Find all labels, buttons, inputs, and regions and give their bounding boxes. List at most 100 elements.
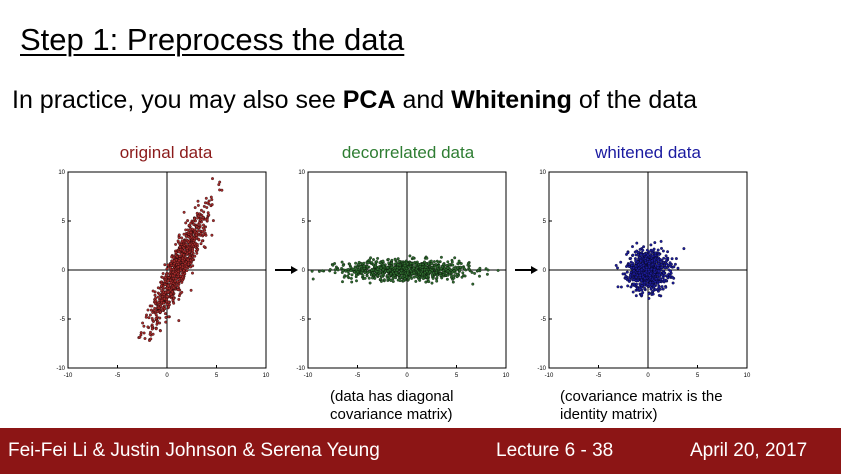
x-tick-label: 10 — [503, 373, 510, 379]
scatter-point — [635, 286, 639, 290]
scatter-point — [161, 272, 165, 275]
scatter-point — [461, 265, 465, 269]
scatter-point — [381, 268, 385, 272]
scatter-point — [386, 269, 390, 273]
scatter-point — [157, 292, 161, 296]
scatter-point — [167, 287, 171, 290]
scatter-point — [150, 304, 154, 308]
scatter-point — [201, 216, 205, 220]
scatter-point — [398, 279, 402, 283]
scatter-point — [198, 224, 202, 227]
slide-subtitle: In practice, you may also see PCA and Wh… — [12, 86, 697, 115]
scatter-point — [159, 284, 163, 288]
scatter-point — [456, 266, 460, 270]
scatter-point — [446, 260, 450, 264]
scatter-point — [144, 315, 148, 319]
scatter-point — [178, 254, 182, 258]
scatter-point — [154, 296, 158, 300]
scatter-point — [647, 268, 650, 272]
scatter-point — [652, 284, 656, 288]
scatter-point — [352, 267, 356, 271]
scatter-point — [420, 265, 424, 269]
scatter-point — [414, 263, 418, 267]
scatter-point — [430, 281, 434, 285]
scatter-point — [453, 274, 456, 278]
scatter-point — [632, 282, 636, 286]
scatter-point — [142, 331, 146, 335]
scatter-point — [425, 269, 429, 273]
scatter-point — [639, 263, 643, 267]
scatter-point — [155, 322, 159, 326]
scatter-point — [661, 249, 665, 253]
arrow-right-icon — [531, 266, 538, 274]
scatter-points — [614, 239, 686, 300]
scatter-point — [466, 263, 470, 267]
scatter-point — [171, 267, 175, 271]
scatter-point — [158, 329, 162, 333]
scatter-point — [666, 250, 670, 254]
scatter-point — [177, 233, 181, 237]
scatter-point — [376, 267, 380, 271]
scatter-point — [194, 249, 198, 253]
scatter-point — [671, 281, 675, 285]
scatter-point — [646, 257, 650, 261]
scatter-point — [627, 277, 631, 281]
scatter-point — [439, 255, 443, 259]
scatter-point — [634, 259, 638, 263]
scatter-point — [167, 315, 171, 319]
scatter-point — [217, 183, 221, 187]
scatter-point — [451, 280, 455, 284]
scatter-point — [181, 275, 185, 279]
scatter-point — [423, 260, 426, 264]
scatter-point — [382, 278, 386, 282]
scatter-point — [646, 253, 650, 257]
scatter-point — [195, 251, 199, 255]
scatter-point — [161, 295, 164, 299]
scatter-point — [166, 284, 170, 288]
scatter-point — [310, 269, 314, 273]
scatter-point — [478, 274, 481, 278]
scatter-point — [435, 273, 439, 277]
scatter-point — [453, 256, 457, 260]
scatter-point — [393, 262, 397, 266]
scatter-point — [357, 260, 361, 264]
scatter-point — [186, 219, 190, 223]
scatter-point — [648, 274, 652, 278]
scatter-point — [396, 263, 400, 267]
scatter-point — [191, 271, 194, 275]
scatter-point — [210, 203, 214, 207]
scatter-point — [476, 268, 480, 272]
scatter-point — [199, 242, 203, 246]
scatter-point — [390, 265, 394, 269]
scatter-point — [638, 256, 642, 260]
scatter-point — [662, 263, 666, 267]
scatter-point — [205, 201, 209, 205]
scatter-point — [181, 265, 185, 269]
scatter-point — [320, 269, 324, 273]
scatter-point — [430, 261, 434, 265]
scatter-point — [189, 221, 193, 225]
scatter-point — [151, 289, 155, 293]
scatter-point — [657, 262, 661, 266]
x-tick-label: 10 — [744, 373, 751, 379]
scatter-point — [172, 286, 176, 289]
scatter-point — [670, 257, 674, 261]
scatter-point — [197, 221, 201, 225]
scatter-point — [139, 331, 143, 335]
scatter-point — [626, 251, 630, 255]
scatter-point — [670, 275, 674, 279]
scatter-point — [346, 274, 350, 278]
y-tick-label: 0 — [543, 268, 547, 274]
scatter-point — [341, 280, 344, 284]
scatter-point — [146, 308, 150, 312]
scatter-point — [425, 256, 429, 260]
scatter-point — [440, 265, 444, 269]
subtitle-text-2: and — [395, 86, 452, 114]
scatter-point — [427, 262, 431, 266]
scatter-point — [657, 269, 661, 273]
scatter-point — [163, 312, 167, 316]
scatter-point — [176, 274, 180, 278]
scatter-point — [207, 199, 211, 203]
scatter-point — [614, 263, 618, 267]
scatter-point — [138, 335, 142, 339]
